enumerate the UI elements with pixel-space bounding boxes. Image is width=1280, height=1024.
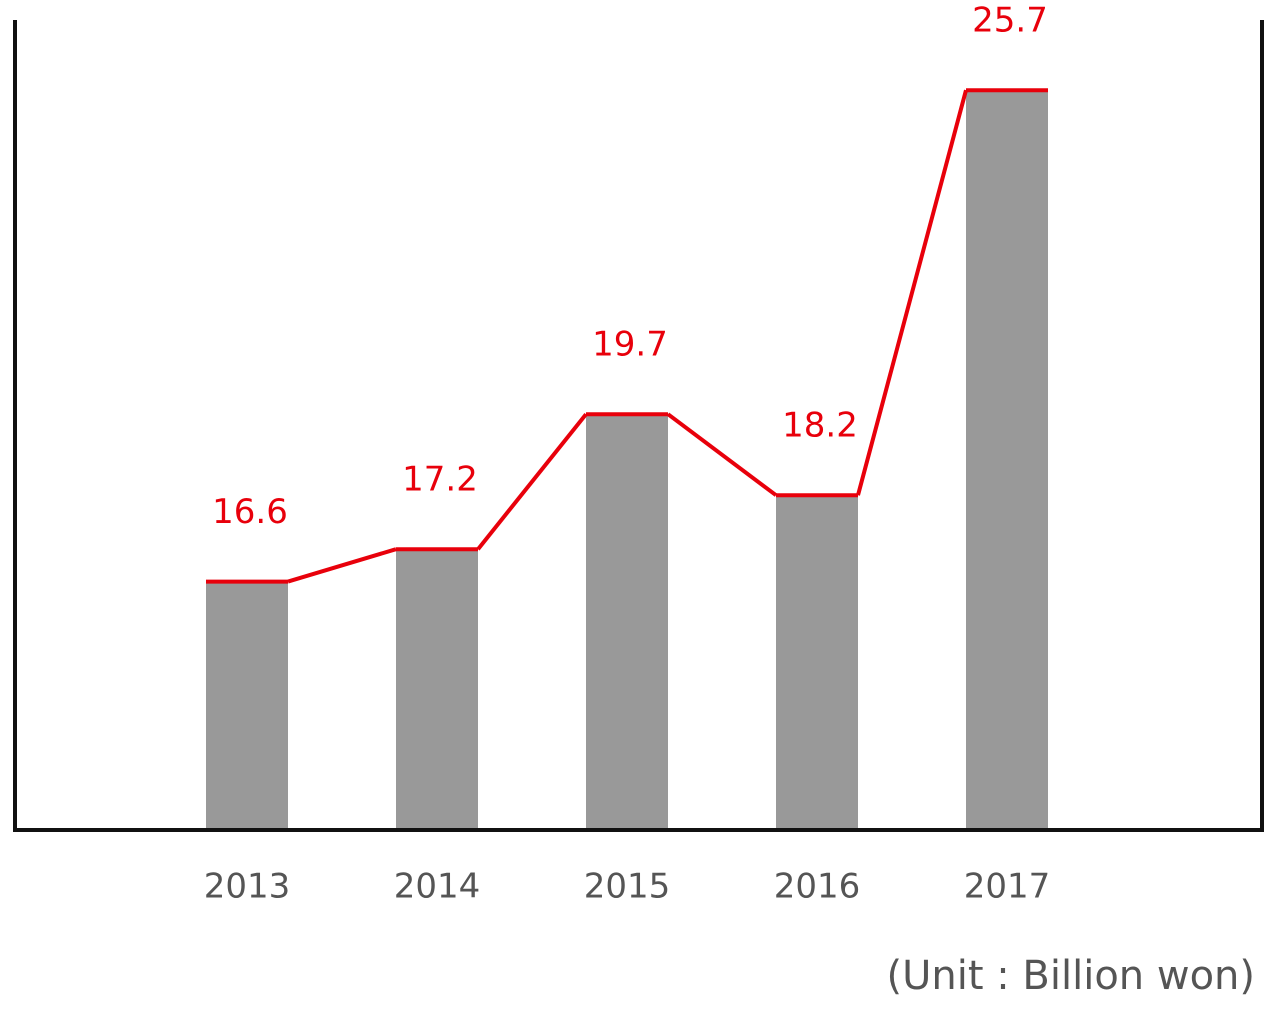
trend-connector [476,412,588,551]
bar [776,495,858,830]
value-label: 18.2 [782,406,858,446]
value-label: 17.2 [402,460,478,500]
trend-connector [856,89,968,496]
x-tick-label: 2015 [584,867,671,907]
x-tick-label: 2013 [204,867,291,907]
x-tick-label: 2014 [394,867,481,907]
unit-note: (Unit : Billion won) [886,953,1255,999]
x-tick-label: 2016 [774,867,861,907]
trend-connector [666,412,778,497]
bar [396,549,478,830]
bar [966,90,1048,830]
value-label: 19.7 [592,325,668,365]
value-label: 25.7 [972,1,1048,41]
bar [586,414,668,830]
bar [206,581,288,830]
x-tick-label: 2017 [964,867,1051,907]
trend-connector [287,547,397,584]
value-label: 16.6 [212,492,288,532]
